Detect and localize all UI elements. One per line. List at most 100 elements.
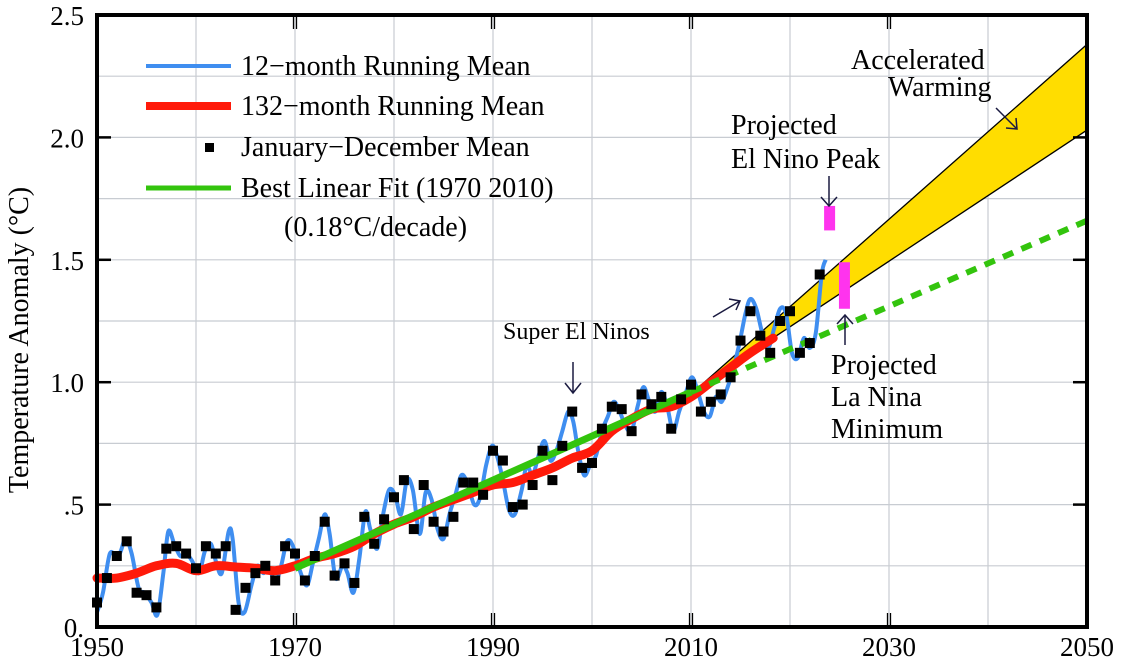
annual-mean-point [814, 269, 825, 280]
annual-mean-point [131, 587, 142, 598]
annual-mean-point [567, 406, 578, 417]
x-tick-label: 2010 [664, 632, 718, 662]
annual-mean-point [666, 423, 677, 434]
annual-mean-point [339, 558, 350, 569]
annotation-super-el-ninos: Super El Ninos [503, 319, 650, 345]
grid [97, 15, 1087, 627]
annual-mean-point [101, 573, 112, 584]
annual-mean-point [240, 582, 251, 593]
annual-mean-point [290, 548, 300, 559]
y-tick-labels: 0. .5 1.0 1.5 2.0 2.5 [50, 1, 84, 643]
annual-mean-point [616, 404, 627, 415]
projection-marker-bar [838, 262, 850, 309]
annotation-la-nina-line2: La Nina [831, 382, 923, 413]
annual-mean-point [755, 330, 766, 341]
annual-mean-point [745, 306, 756, 317]
annual-mean-point [220, 541, 231, 552]
annotation-la-nina-line3: Minimum [831, 414, 943, 445]
annual-mean-point [547, 475, 558, 486]
annual-mean-point [200, 541, 211, 552]
y-tick-label: 1.0 [50, 368, 84, 398]
x-tick-label: 1970 [268, 632, 322, 662]
annual-mean-point [557, 440, 568, 451]
band-upper-edge [698, 43, 1088, 388]
super-el-ninos-arrow2-shaft [712, 300, 741, 318]
accelerated-arrow-icon [1005, 117, 1018, 130]
annual-mean-point [359, 511, 370, 522]
y-tick-label: 2.5 [50, 1, 84, 31]
annual-mean-point [141, 590, 152, 601]
axis-ticks [97, 15, 1087, 627]
annual-mean-point [497, 455, 508, 466]
annual-mean-point [260, 560, 271, 571]
y-axis-label: Temperature Anomaly (°C) [4, 187, 35, 493]
x-tick-label: 1990 [466, 632, 520, 662]
projection-markers [824, 205, 850, 309]
annotation-el-nino-peak-line1: Projected [731, 110, 837, 141]
annual-mean-point [210, 548, 221, 559]
annual-mean-point [369, 538, 380, 549]
annual-mean-point [765, 347, 776, 358]
annual-mean-point [389, 492, 399, 503]
annual-mean-point [428, 516, 439, 527]
annual-mean-point [299, 575, 310, 586]
annual-mean-point [191, 563, 201, 574]
annual-mean-point [715, 389, 726, 400]
series-linear-fit-line [293, 388, 693, 572]
annual-mean-point [458, 477, 469, 488]
annual-mean-point [517, 499, 528, 510]
annual-mean-point [794, 347, 805, 358]
annual-mean-point [785, 306, 795, 317]
annotation-el-nino-peak-line2: El Nino Peak [731, 144, 880, 175]
annual-mean-point [171, 541, 182, 552]
annual-mean-point [775, 316, 786, 326]
legend-note-rate: (0.18°C/decade) [284, 212, 467, 243]
annual-mean-point [587, 457, 597, 468]
annual-mean-point [270, 575, 281, 586]
el-nino-arrow-icon [820, 196, 838, 208]
annual-mean-point [121, 536, 132, 547]
legend-label-12-month: 12−month Running Mean [241, 51, 531, 82]
annual-mean-point [319, 516, 330, 527]
annual-mean-point [636, 389, 647, 400]
annual-mean-point [418, 480, 429, 491]
annual-mean-point [695, 406, 706, 417]
plot-border [95, 13, 1089, 629]
annotations: Super El Ninos Projected El Nino Peak Pr… [503, 45, 1018, 445]
annotation-accelerated-line2: Warming [888, 72, 992, 103]
annotation-la-nina-line1: Projected [831, 350, 937, 381]
series-132-month-line [92, 333, 778, 583]
annual-mean-point [448, 511, 459, 522]
annual-mean-point [111, 551, 122, 562]
annual-mean-point [468, 477, 479, 488]
annual-mean-point [735, 335, 746, 346]
annual-mean-point [280, 541, 291, 552]
super-el-ninos-arrow2-icon [728, 298, 742, 311]
annual-mean-point [686, 379, 696, 390]
annual-mean-point [656, 391, 667, 402]
legend-label-annual: January−December Mean [241, 132, 530, 163]
x-tick-label: 2030 [862, 632, 916, 662]
annual-mean-point [577, 462, 588, 473]
legend: 12−month Running Mean 132−month Running … [146, 51, 554, 243]
annual-mean-point [725, 372, 736, 383]
annual-mean-point [606, 401, 617, 412]
annual-mean-point [230, 604, 241, 615]
annual-mean-point [329, 570, 340, 581]
annual-mean-point [250, 568, 261, 579]
annual-mean-point [804, 338, 815, 349]
annual-mean-point [626, 426, 637, 437]
x-tick-label: 1950 [70, 632, 124, 662]
projection-marker-bar [824, 205, 836, 231]
annual-mean-point [507, 502, 518, 513]
legend-swatch-annual [205, 143, 214, 152]
y-tick-label: 0. [64, 613, 84, 643]
accelerated-arrow-shaft [995, 107, 1018, 130]
annual-mean-point [676, 394, 687, 405]
annual-mean-point [181, 548, 192, 559]
plot-frame [95, 13, 1089, 629]
legend-label-linear-fit: Best Linear Fit (1970 2010) [241, 173, 554, 204]
series-layer [92, 217, 1089, 618]
x-tick-label: 2050 [1060, 632, 1114, 662]
annual-mean-point [309, 551, 320, 562]
